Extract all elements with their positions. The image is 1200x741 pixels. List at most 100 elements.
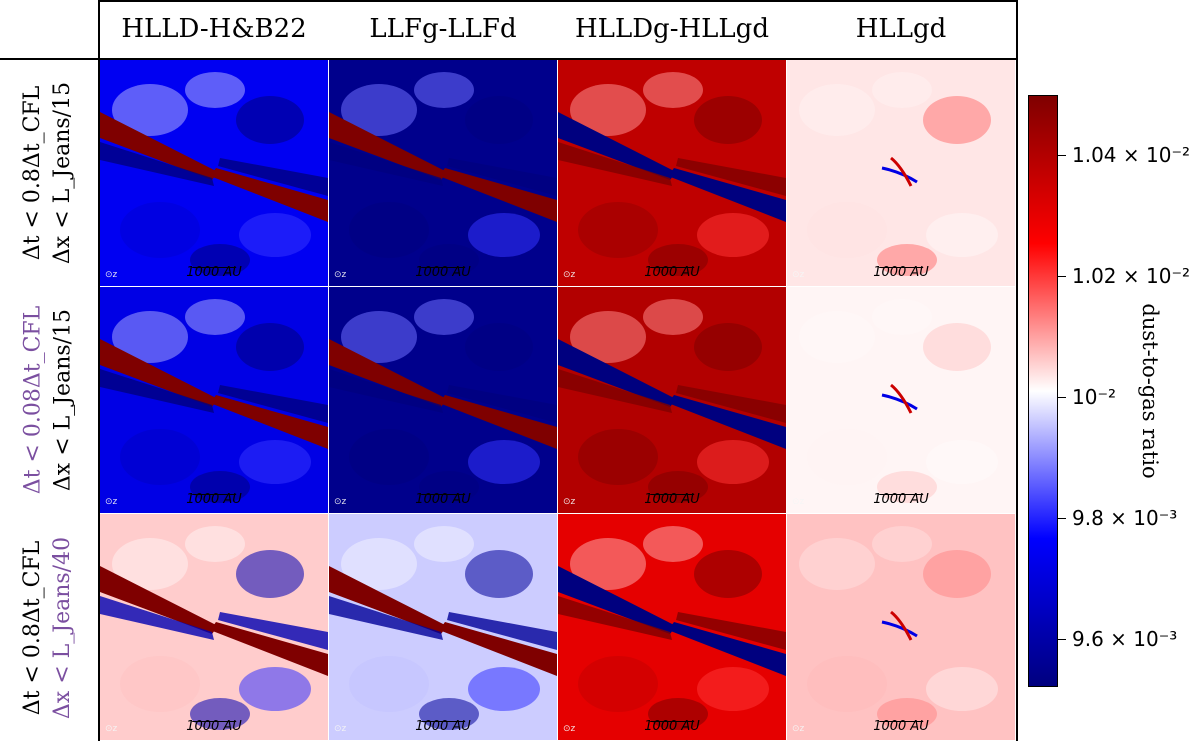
heatmap-panel: ⊙z 1000 AU <box>558 514 786 740</box>
heatmap-panel: ⊙z 1000 AU <box>100 514 328 740</box>
row-2-timestep: Δt < 0.08Δt_CFL <box>20 305 46 495</box>
heatmap-blob <box>799 84 875 136</box>
heatmap-blob <box>648 244 708 276</box>
heatmap-streamer <box>210 168 328 222</box>
heatmap-band <box>218 612 328 650</box>
grid-line-top <box>98 0 1018 2</box>
heatmap-blob <box>414 526 474 562</box>
heatmap-blob <box>419 698 479 730</box>
heatmap-blob <box>923 96 991 144</box>
z-axis-marker: ⊙z <box>105 724 118 734</box>
heatmap-blob <box>926 440 998 484</box>
heatmap-blob <box>578 656 658 712</box>
heatmap-blob <box>414 72 474 108</box>
heatmap-image <box>787 514 1015 740</box>
row-3-timestep: Δt < 0.8Δt_CFL <box>20 540 45 715</box>
heatmap-blob <box>185 299 245 335</box>
z-axis-marker: ⊙z <box>105 497 118 507</box>
scale-bar: 1000 AU <box>873 264 929 280</box>
heatmap-panel: ⊙z 1000 AU <box>329 60 557 286</box>
heatmap-band <box>329 142 443 186</box>
heatmap-panel: ⊙z 1000 AU <box>558 287 786 513</box>
scale-bar: 1000 AU <box>644 491 700 507</box>
heatmap-feature <box>881 393 918 411</box>
heatmap-blob <box>877 244 937 276</box>
grid-line-header-bottom <box>0 58 1018 60</box>
scale-bar-line <box>421 494 465 495</box>
colorbar-tick <box>1058 276 1066 278</box>
z-axis-marker: ⊙z <box>792 270 805 280</box>
heatmap-band <box>558 142 672 186</box>
heatmap-blob <box>877 471 937 503</box>
scale-bar: 1000 AU <box>186 718 242 734</box>
column-header-4: HLLgd <box>855 14 947 44</box>
heatmap-blob <box>349 656 429 712</box>
scale-bar-line <box>650 721 694 722</box>
scale-bar: 1000 AU <box>186 264 242 280</box>
heatmap-band <box>100 142 214 186</box>
scale-bar-label: 1000 AU <box>644 265 700 280</box>
heatmap-streamer <box>439 168 557 222</box>
heatmap-blob <box>190 244 250 276</box>
scale-bar-label: 1000 AU <box>186 719 242 734</box>
heatmap-blob <box>697 440 769 484</box>
scale-bar-line <box>421 267 465 268</box>
row-label-2: Δt < 0.08Δt_CFL Δx < L_Jeans/15 <box>0 287 96 513</box>
heatmap-panel: ⊙z 1000 AU <box>787 514 1015 740</box>
scale-bar-label: 1000 AU <box>873 265 929 280</box>
heatmap-image <box>787 287 1015 513</box>
heatmap-blob <box>926 667 998 711</box>
scale-bar-label: 1000 AU <box>186 265 242 280</box>
grid-line-right <box>1016 0 1018 741</box>
heatmap-blob <box>185 526 245 562</box>
scale-bar-line <box>192 721 236 722</box>
heatmap-blob <box>799 311 875 363</box>
heatmap-feature <box>890 383 913 414</box>
colorbar-tick-label: 1.04 × 10⁻² <box>1072 143 1191 168</box>
heatmap-streamer <box>329 566 447 634</box>
scale-bar-label: 1000 AU <box>873 492 929 507</box>
heatmap-blob <box>185 72 245 108</box>
heatmap-streamer <box>558 112 676 180</box>
scale-bar: 1000 AU <box>873 491 929 507</box>
heatmap-feature <box>890 156 913 187</box>
heatmap-streamer <box>668 395 786 449</box>
heatmap-streamer <box>100 339 218 407</box>
heatmap-blob <box>239 667 311 711</box>
heatmap-blob <box>694 550 762 598</box>
row-3-resolution: Δx < L_Jeans/40 <box>50 536 75 719</box>
scale-bar: 1000 AU <box>644 264 700 280</box>
scale-bar-line <box>879 267 923 268</box>
heatmap-blob <box>578 429 658 485</box>
row-label-3: Δt < 0.8Δt_CFL Δx < L_Jeans/40 <box>0 514 96 741</box>
heatmap-blob <box>872 299 932 335</box>
heatmap-band <box>676 385 786 423</box>
heatmap-image <box>558 514 786 740</box>
scale-bar: 1000 AU <box>415 718 471 734</box>
heatmap-blob <box>697 667 769 711</box>
heatmap-image <box>329 60 557 286</box>
column-header-3: HLLDg-HLLgd <box>575 14 769 44</box>
heatmap-band <box>218 385 328 423</box>
colorbar-tick <box>1058 155 1066 157</box>
heatmap-image <box>787 60 1015 286</box>
heatmap-blob <box>872 526 932 562</box>
heatmap-band <box>447 158 557 196</box>
heatmap-blob <box>872 72 932 108</box>
heatmap-streamer <box>210 622 328 676</box>
scale-bar: 1000 AU <box>186 491 242 507</box>
scale-bar-line <box>192 267 236 268</box>
heatmap-streamer <box>558 339 676 407</box>
scale-bar-label: 1000 AU <box>644 492 700 507</box>
heatmap-blob <box>697 213 769 257</box>
z-axis-marker: ⊙z <box>334 270 347 280</box>
scale-bar-line <box>879 721 923 722</box>
heatmap-blob <box>190 698 250 730</box>
heatmap-streamer <box>210 395 328 449</box>
heatmap-blob <box>643 72 703 108</box>
heatmap-streamer <box>668 622 786 676</box>
scale-bar-label: 1000 AU <box>644 719 700 734</box>
scale-bar-line <box>879 494 923 495</box>
grid-line-left <box>98 0 100 741</box>
heatmap-blob <box>648 471 708 503</box>
